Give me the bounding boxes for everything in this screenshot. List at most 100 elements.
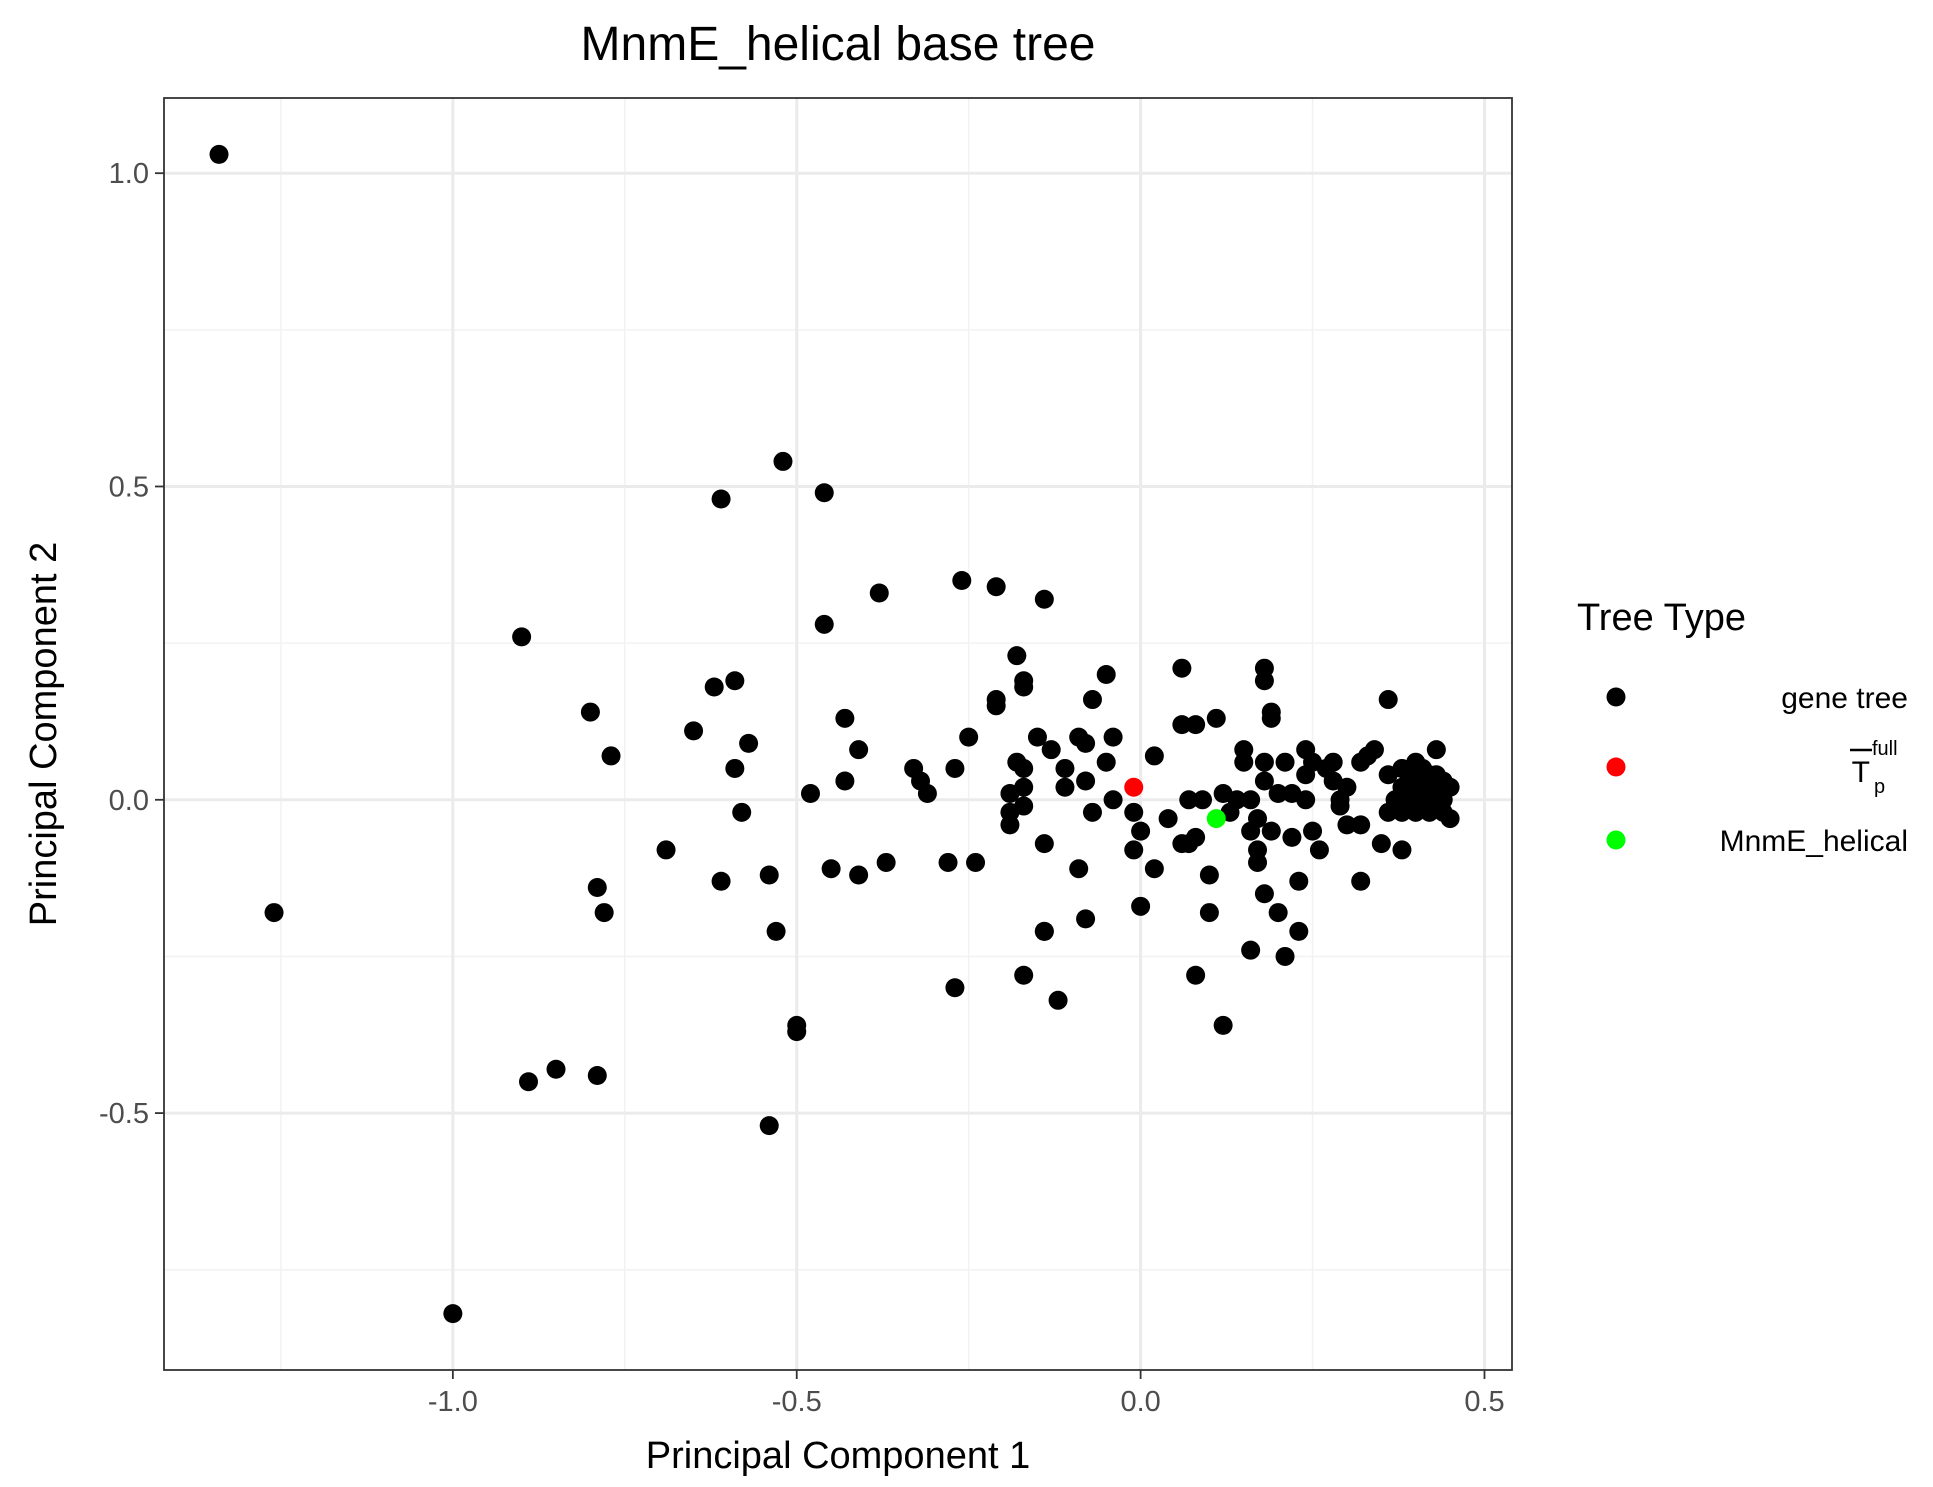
data-point — [1186, 827, 1206, 847]
data-point — [835, 771, 855, 791]
data-point — [1158, 809, 1178, 829]
data-point — [1254, 671, 1274, 691]
data-point — [1131, 821, 1151, 841]
data-point — [1014, 758, 1034, 778]
data-point — [732, 802, 752, 822]
data-point — [1103, 790, 1123, 810]
plot-panel-border — [163, 97, 1513, 1371]
data-point — [1248, 809, 1268, 829]
points-layer — [209, 144, 1460, 1324]
data-point — [986, 577, 1006, 597]
y-tick-label: 0.5 — [109, 471, 149, 503]
y-tick-label: -0.5 — [99, 1098, 149, 1130]
data-point — [1144, 746, 1164, 766]
data-point — [1186, 715, 1206, 735]
data-point — [209, 144, 229, 164]
data-point — [684, 721, 704, 741]
data-point — [814, 483, 834, 503]
data-point — [1392, 840, 1412, 860]
data-point — [821, 859, 841, 879]
data-point — [264, 903, 284, 923]
data-point — [1275, 946, 1295, 966]
data-point — [800, 784, 820, 804]
y-axis-title: Principal Component 2 — [23, 542, 65, 926]
data-point — [1193, 790, 1213, 810]
data-point — [1186, 965, 1206, 985]
data-point — [938, 852, 958, 872]
legend-key — [1606, 687, 1626, 707]
x-tick-label: 0.0 — [1120, 1386, 1160, 1418]
data-point — [966, 852, 986, 872]
legend-key — [1606, 757, 1626, 777]
data-point — [1254, 771, 1274, 791]
data-point — [704, 677, 724, 697]
data-point — [1199, 865, 1219, 885]
data-point — [1103, 727, 1123, 747]
data-point — [849, 865, 869, 885]
data-point — [835, 708, 855, 728]
data-point — [1027, 727, 1047, 747]
data-point — [1296, 790, 1316, 810]
chart-title: MnmE_helical base tree — [581, 18, 1096, 71]
data-point — [1014, 677, 1034, 697]
data-point — [1199, 903, 1219, 923]
data-point — [1144, 859, 1164, 879]
data-point — [1055, 758, 1075, 778]
data-point — [587, 878, 607, 898]
data-point — [849, 740, 869, 760]
data-point — [1124, 777, 1144, 797]
data-point — [443, 1304, 463, 1324]
data-point — [587, 1065, 607, 1085]
legend-label: gene tree — [1781, 682, 1908, 715]
data-point — [766, 921, 786, 941]
data-point — [1007, 646, 1027, 666]
data-point — [759, 1116, 779, 1136]
data-point — [814, 614, 834, 634]
data-point — [1248, 852, 1268, 872]
legend-key — [1606, 830, 1626, 850]
data-point — [1351, 815, 1371, 835]
data-point — [580, 702, 600, 722]
data-point — [1426, 740, 1446, 760]
data-point — [773, 451, 793, 471]
data-point — [787, 1022, 807, 1042]
data-point — [1213, 1015, 1233, 1035]
data-point — [1179, 790, 1199, 810]
data-point — [986, 696, 1006, 716]
data-point — [1082, 802, 1102, 822]
x-axis-title: Principal Component 1 — [646, 1435, 1030, 1477]
data-point — [1378, 690, 1398, 710]
data-point — [1241, 790, 1261, 810]
data-point — [1096, 752, 1116, 772]
data-point — [1440, 777, 1460, 797]
data-point — [1048, 990, 1068, 1010]
y-tick-label: 0.0 — [109, 785, 149, 817]
data-point — [876, 852, 896, 872]
x-tick-label: 0.5 — [1464, 1386, 1504, 1418]
data-point — [1282, 827, 1302, 847]
legend-label: MnmE_helical — [1720, 825, 1908, 858]
data-point — [1261, 821, 1281, 841]
data-point — [711, 871, 731, 891]
data-point — [1234, 752, 1254, 772]
data-point — [1268, 784, 1288, 804]
y-tick-label: 1.0 — [109, 158, 149, 190]
data-point — [959, 727, 979, 747]
data-point — [1034, 834, 1054, 854]
data-point — [917, 784, 937, 804]
data-point — [945, 758, 965, 778]
data-point — [1069, 859, 1089, 879]
data-point — [739, 733, 759, 753]
data-point — [1096, 664, 1116, 684]
data-point — [656, 840, 676, 860]
data-point — [1309, 840, 1329, 860]
data-point — [1227, 790, 1247, 810]
data-point — [1124, 802, 1144, 822]
data-point — [1034, 921, 1054, 941]
data-point — [952, 570, 972, 590]
data-point — [1268, 903, 1288, 923]
